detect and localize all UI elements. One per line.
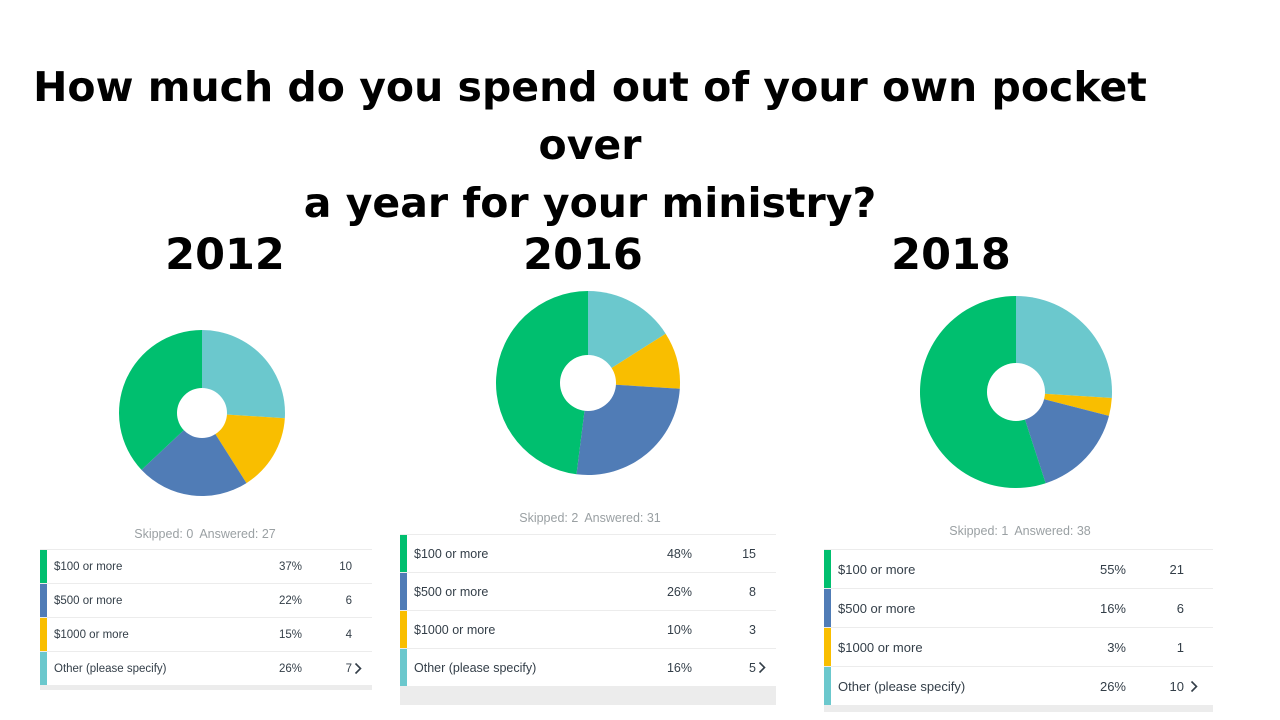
response-stats: Skipped: 0 Answered: 27 <box>40 527 370 541</box>
answer-percent: 15% <box>278 628 302 641</box>
donut-hole <box>987 363 1045 421</box>
answer-label: $500 or more <box>838 600 916 616</box>
answer-count: 6 <box>1176 600 1184 616</box>
answer-label: $100 or more <box>838 561 916 577</box>
legend-swatch <box>824 628 831 666</box>
answered-count: Answered: 38 <box>1014 524 1091 538</box>
title-line-1: How much do you spend out of your own po… <box>33 63 1147 169</box>
answer-count: 5 <box>749 660 756 675</box>
legend-swatch <box>40 652 47 685</box>
donut-hole <box>177 388 227 438</box>
chart-title-2012: 2012 <box>165 230 285 280</box>
page-title: How much do you spend out of your own po… <box>0 58 1180 232</box>
chevron-right-icon[interactable] <box>1190 680 1198 696</box>
table-row[interactable]: Other (please specify) 26% 10 <box>824 667 1213 706</box>
skipped-count: Skipped: 2 <box>519 511 579 525</box>
answered-count: Answered: 31 <box>584 511 661 525</box>
pie-slice--1000-or-more[interactable] <box>202 413 285 484</box>
results-table: $100 or more 48% 15 $500 or more 26% 8 $1000 o… <box>400 534 776 687</box>
chevron-right-icon[interactable] <box>758 661 766 677</box>
answer-count: 3 <box>749 622 756 637</box>
table-footer <box>400 687 776 705</box>
answer-percent: 10% <box>666 622 692 637</box>
legend-swatch <box>40 618 47 651</box>
donut-hole <box>560 355 616 411</box>
table-row: $500 or more 16% 6 <box>824 589 1213 628</box>
answered-count: Answered: 27 <box>199 527 276 541</box>
table-footer <box>40 686 372 690</box>
legend-swatch <box>400 611 407 648</box>
donut-chart-2016 <box>495 291 680 475</box>
answer-percent: 26% <box>278 662 302 675</box>
answer-label: $500 or more <box>414 584 489 599</box>
table-row: $1000 or more 15% 4 <box>40 618 372 652</box>
donut-chart-2018 <box>920 296 1112 488</box>
answer-count: 6 <box>345 594 352 607</box>
answer-label: Other (please specify) <box>54 662 167 675</box>
pie-slice--100-or-more[interactable] <box>495 291 588 475</box>
response-stats: Skipped: 2 Answered: 31 <box>400 511 780 525</box>
answer-count: 10 <box>1169 678 1184 694</box>
answer-count: 4 <box>345 628 352 641</box>
table-row: $500 or more 22% 6 <box>40 584 372 618</box>
pie-slice-other-please-specify[interactable] <box>202 330 285 419</box>
table-row[interactable]: Other (please specify) 26% 7 <box>40 652 372 686</box>
legend-swatch <box>40 584 47 617</box>
pie-slice--100-or-more[interactable] <box>920 296 1046 488</box>
pie-slice--500-or-more[interactable] <box>1016 392 1109 484</box>
skipped-count: Skipped: 1 <box>949 524 1009 538</box>
chart-title-2018: 2018 <box>891 230 1011 280</box>
answer-percent: 37% <box>278 560 302 573</box>
results-table: $100 or more 55% 21 $500 or more 16% 6 $1000 o… <box>824 549 1213 706</box>
answer-label: $1000 or more <box>54 628 129 641</box>
table-row: $500 or more 26% 8 <box>400 573 776 611</box>
pie-slice-other-please-specify[interactable] <box>588 291 666 383</box>
answer-label: Other (please specify) <box>414 660 537 675</box>
legend-swatch <box>824 667 831 705</box>
table-footer <box>824 706 1213 712</box>
legend-swatch <box>824 589 831 627</box>
skipped-count: Skipped: 0 <box>134 527 194 541</box>
answer-label: Other (please specify) <box>838 678 966 694</box>
response-stats: Skipped: 1 Answered: 38 <box>830 524 1210 538</box>
chevron-right-icon[interactable] <box>354 662 362 678</box>
answer-label: $1000 or more <box>414 622 496 637</box>
table-row[interactable]: Other (please specify) 16% 5 <box>400 649 776 687</box>
answer-percent: 26% <box>1099 678 1126 694</box>
answer-count: 10 <box>339 560 352 573</box>
legend-swatch <box>824 550 831 588</box>
table-row: $1000 or more 3% 1 <box>824 628 1213 667</box>
donut-chart-2012 <box>119 330 285 496</box>
answer-count: 7 <box>345 662 352 675</box>
answer-percent: 26% <box>666 584 692 599</box>
table-row: $100 or more 37% 10 <box>40 550 372 584</box>
answer-percent: 22% <box>278 594 302 607</box>
legend-swatch <box>40 550 47 583</box>
answer-percent: 48% <box>666 546 692 561</box>
table-row: $100 or more 55% 21 <box>824 550 1213 589</box>
answer-percent: 55% <box>1099 561 1126 577</box>
answer-count: 15 <box>742 546 756 561</box>
answer-count: 8 <box>749 584 756 599</box>
results-table: $100 or more 37% 10 $500 or more 22% 6 $1000 o… <box>40 549 372 686</box>
pie-slice--500-or-more[interactable] <box>141 413 247 496</box>
legend-swatch <box>400 535 407 572</box>
answer-label: $100 or more <box>54 560 123 573</box>
answer-count: 21 <box>1169 561 1184 577</box>
table-row: $1000 or more 10% 3 <box>400 611 776 649</box>
answer-count: 1 <box>1176 639 1184 655</box>
pie-slice--100-or-more[interactable] <box>119 330 202 470</box>
legend-swatch <box>400 649 407 686</box>
chart-title-2016: 2016 <box>523 230 643 280</box>
legend-swatch <box>400 573 407 610</box>
pie-slice-other-please-specify[interactable] <box>1016 296 1112 399</box>
title-line-2: a year for your ministry? <box>303 179 877 227</box>
answer-label: $1000 or more <box>838 639 923 655</box>
answer-percent: 16% <box>1099 600 1126 616</box>
answer-percent: 3% <box>1107 639 1126 655</box>
answer-percent: 16% <box>666 660 692 675</box>
answer-label: $500 or more <box>54 594 123 607</box>
table-row: $100 or more 48% 15 <box>400 535 776 573</box>
answer-label: $100 or more <box>414 546 489 561</box>
